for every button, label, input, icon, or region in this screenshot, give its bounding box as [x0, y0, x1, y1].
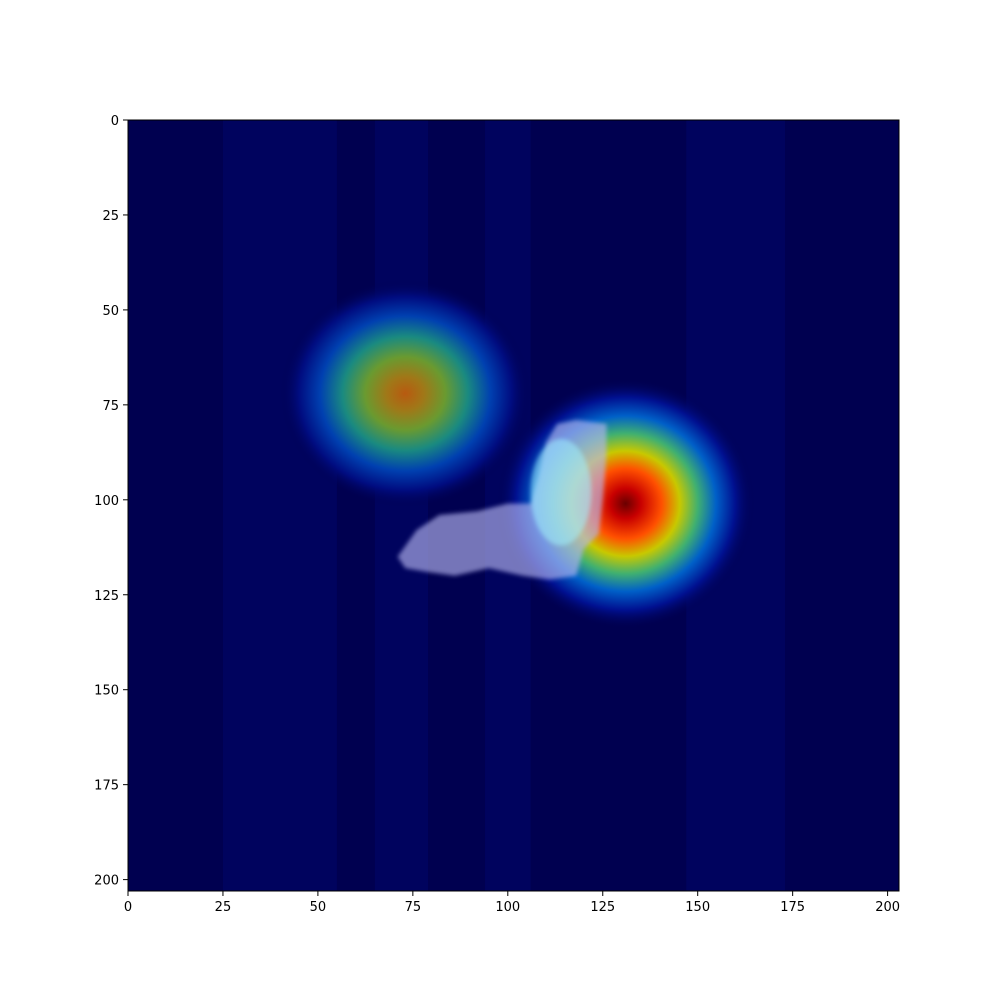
x-tick-label: 0 [124, 900, 132, 915]
x-tick-label: 150 [685, 900, 710, 915]
y-tick-label: 75 [102, 399, 119, 414]
hotspot-1 [279, 279, 531, 508]
x-tick-label: 100 [495, 900, 520, 915]
y-tick-label: 175 [94, 779, 119, 794]
x-tick-label: 25 [215, 900, 232, 915]
x-tick-label: 50 [310, 900, 327, 915]
overlay-object-layer [397, 420, 607, 580]
x-tick-label: 200 [875, 900, 900, 915]
y-tick-label: 50 [102, 304, 119, 319]
background-band [222, 120, 337, 891]
y-tick-label: 0 [111, 114, 119, 129]
y-tick-label: 150 [94, 684, 119, 699]
y-tick-label: 100 [94, 494, 119, 509]
y-tick-label: 125 [94, 589, 119, 604]
x-tick-label: 75 [405, 900, 422, 915]
x-tick-label: 175 [780, 900, 805, 915]
plot-area [128, 120, 899, 891]
y-axis: 0 25 50 75 100 125 150 175 200 [94, 114, 128, 889]
x-axis: 0 25 50 75 100 125 150 175 200 [124, 891, 900, 915]
y-tick-label: 25 [102, 209, 119, 224]
x-tick-label: 125 [590, 900, 615, 915]
overlay-object-highlight [530, 439, 592, 546]
plot-frame [127, 119, 900, 892]
y-tick-label: 200 [94, 874, 119, 889]
